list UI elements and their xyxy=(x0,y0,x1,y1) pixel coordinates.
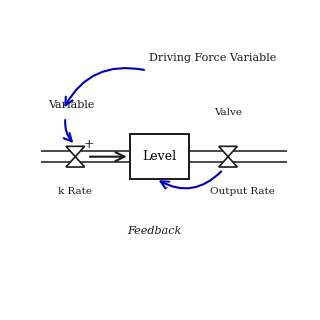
Text: Level: Level xyxy=(142,150,176,163)
Text: Variable: Variable xyxy=(48,100,95,110)
Polygon shape xyxy=(66,146,84,157)
Polygon shape xyxy=(219,157,237,167)
Text: k Rate: k Rate xyxy=(58,187,92,196)
Text: Valve: Valve xyxy=(214,108,242,117)
Bar xyxy=(130,134,189,179)
Text: -: - xyxy=(164,181,168,194)
Text: Driving Force Variable: Driving Force Variable xyxy=(149,53,276,63)
Text: +: + xyxy=(84,138,94,151)
Text: Feedback: Feedback xyxy=(127,226,181,236)
Polygon shape xyxy=(66,157,84,167)
Text: Output Rate: Output Rate xyxy=(211,187,275,196)
Polygon shape xyxy=(219,146,237,157)
